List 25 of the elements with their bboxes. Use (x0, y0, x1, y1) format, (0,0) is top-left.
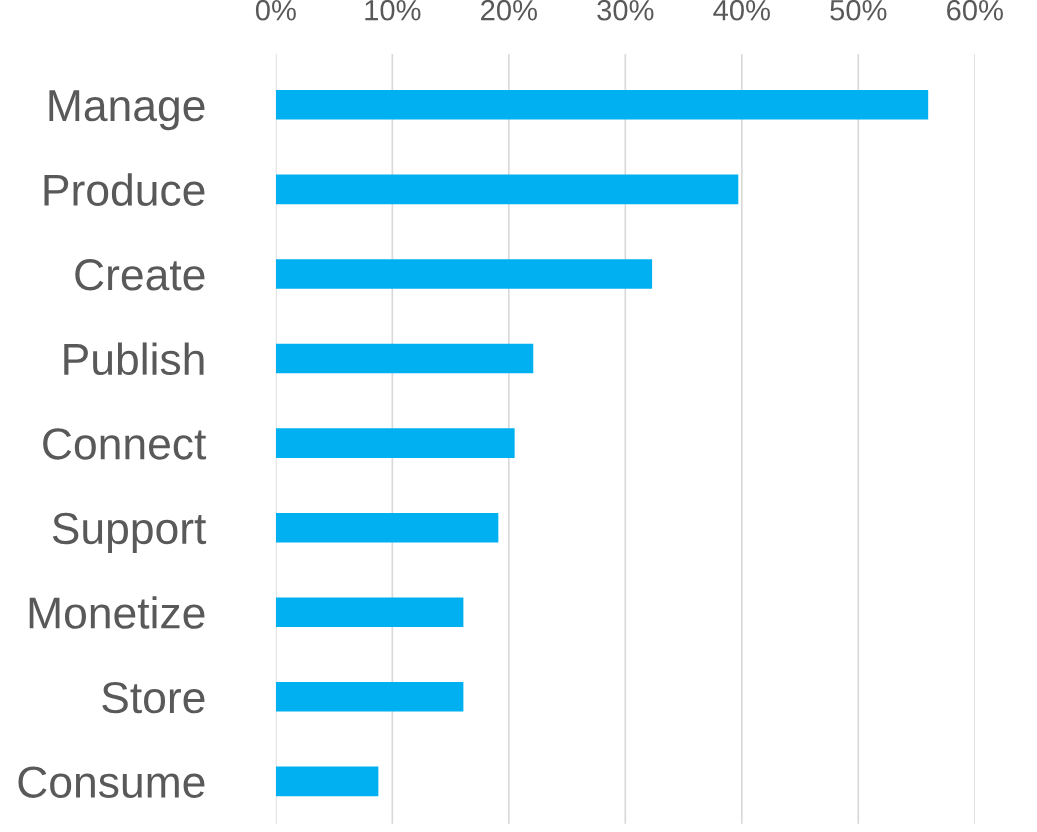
y-tick-label: Manage (49, 90, 205, 131)
x-tick-label: 40% (713, 0, 770, 21)
x-tick-label: 0% (255, 0, 296, 21)
x-tick-label: 60% (947, 0, 1003, 21)
bar (275, 512, 499, 543)
y-tick-label: Connect (43, 428, 207, 460)
bar (275, 766, 379, 797)
bar (275, 428, 515, 458)
bar (275, 90, 929, 120)
bar (275, 174, 739, 205)
bar (275, 343, 534, 374)
x-tick-label: 10% (365, 0, 421, 21)
x-tick-label: 30% (597, 0, 654, 21)
bar (275, 597, 464, 628)
y-tick-label: Store (102, 681, 205, 714)
y-tick-label: Produce (44, 173, 205, 206)
x-tick-label: 50% (830, 0, 887, 21)
y-tick-label: Support (52, 512, 207, 554)
y-tick-label: Monetize (29, 596, 205, 629)
bar (275, 259, 653, 289)
bar (275, 682, 464, 712)
y-tick-label: Consume (18, 766, 205, 798)
y-tick-label: Create (75, 259, 205, 291)
x-tick-label: 20% (481, 0, 537, 21)
y-tick-label: Publish (64, 342, 204, 376)
